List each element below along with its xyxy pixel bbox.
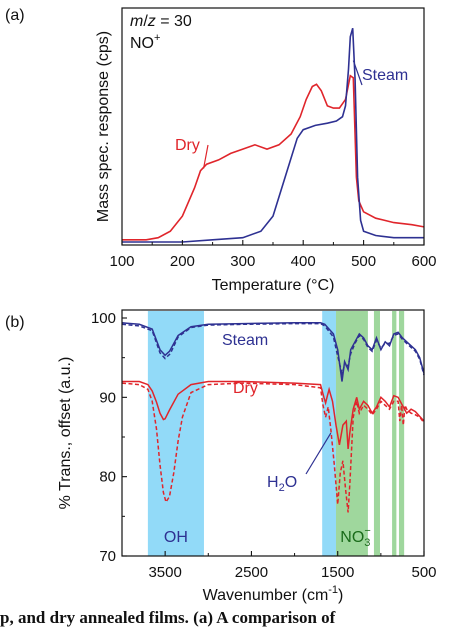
leader-line-dry	[202, 144, 209, 169]
series-line-steam	[122, 27, 424, 243]
figure-caption: p, and dry annealed films. (a) A compari…	[0, 608, 336, 627]
leader-line-water	[305, 432, 332, 475]
y-tick-label-b: 90	[99, 389, 116, 406]
leader-line-steam	[352, 60, 363, 86]
panel-b: 70 80 90 100 3500 2500 1500 500 (b) OH NO3− H2O Stea…	[5, 309, 437, 604]
panel-a: 100 200 300 400 500 600 (a) m/z = 30 NO+ Dry Steam…	[5, 7, 437, 294]
x-axis-label-a: Temperature (°C)	[212, 277, 335, 294]
x-axis-label-b: Wavenumber (cm-1)	[203, 584, 344, 604]
absorption-band	[373, 311, 380, 556]
absorption-band	[398, 311, 405, 556]
x-tick-label-a: 200	[170, 253, 195, 270]
series-label-steam: Steam	[362, 67, 408, 84]
plot-frame-b	[121, 309, 425, 557]
panel-label-b: (b)	[5, 314, 25, 331]
series-label-dry-b: Dry	[233, 380, 258, 397]
panel-label-a: (a)	[5, 7, 25, 24]
annotation-mz: m/z = 30	[130, 13, 192, 30]
x-tick-label-a: 100	[109, 253, 134, 270]
y-tick-label-b: 80	[99, 469, 116, 486]
band-label-oh: OH	[164, 529, 188, 546]
spectrum-line	[122, 380, 425, 449]
plot-frame-a	[121, 7, 425, 246]
spectrum-line	[121, 322, 425, 377]
x-tick-label-a: 400	[291, 253, 316, 270]
band-label-nitrate: NO3−	[340, 525, 371, 549]
x-tick-label-a: 500	[351, 253, 376, 270]
absorption-band	[322, 311, 336, 556]
x-tick-label-b: 500	[411, 564, 436, 581]
spectrum-line	[121, 382, 425, 513]
spectrum-line	[121, 322, 425, 382]
x-tick-label-a: 300	[230, 253, 255, 270]
annotation-ion: NO+	[130, 32, 160, 52]
band-label-water: H2O	[267, 474, 297, 494]
y-tick-label-b: 70	[99, 548, 116, 565]
x-tick-label-b: 2500	[235, 564, 268, 581]
x-tick-label-a: 600	[411, 253, 436, 270]
series-label-dry: Dry	[175, 137, 200, 154]
x-tick-label-b: 1500	[321, 564, 354, 581]
series-label-steam-b: Steam	[222, 332, 268, 349]
absorption-band	[392, 311, 397, 556]
y-tick-label-b: 100	[91, 310, 116, 327]
y-axis-label-b: % Trans., offset (a.u.)	[57, 357, 74, 510]
y-axis-label-a: Mass spec. response (cps)	[95, 31, 112, 222]
x-tick-label-b: 3500	[148, 564, 181, 581]
